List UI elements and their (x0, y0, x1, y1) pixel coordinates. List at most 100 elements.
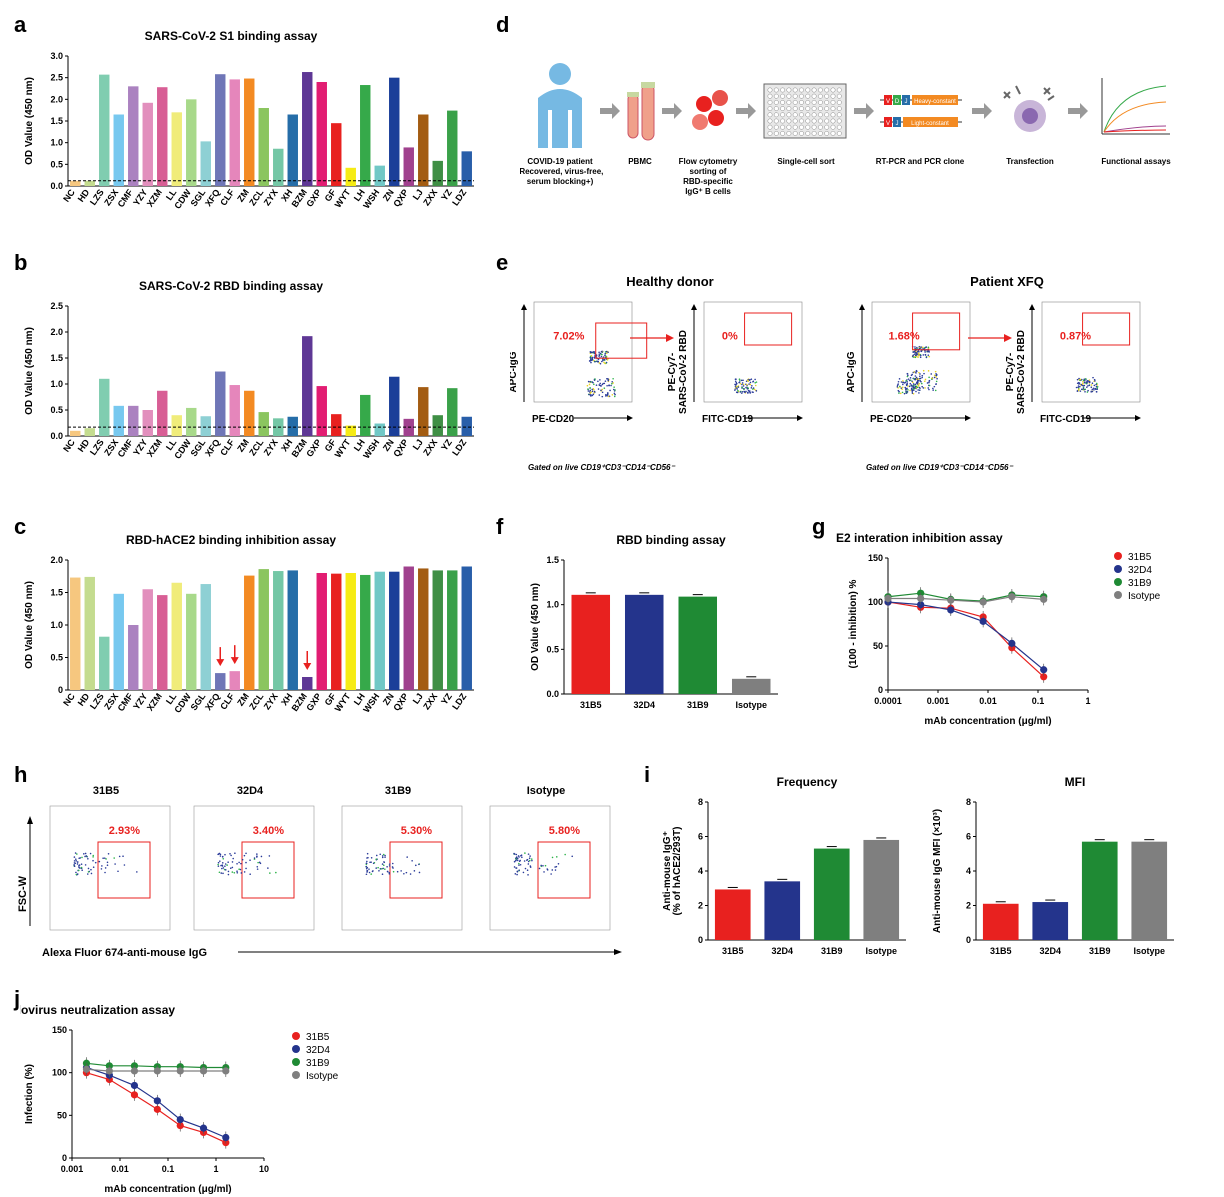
y-axis-label: APC-IgG (510, 351, 519, 392)
flow-dot (381, 863, 384, 865)
flow-dot (1092, 376, 1094, 379)
legend-marker-31B5 (292, 1032, 300, 1040)
plate-well (824, 118, 830, 124)
bar-31B9 (1081, 841, 1118, 940)
flow-dot (591, 358, 594, 361)
flow-dot (381, 855, 384, 857)
gate-box (1082, 312, 1131, 346)
legend-marker-Isotype (292, 1071, 300, 1079)
gate-percentage: 5.80% (549, 825, 580, 837)
flow-dot (529, 855, 531, 857)
flow-dot (113, 857, 115, 859)
bar-XH (287, 570, 298, 690)
flow-dot (735, 386, 737, 389)
flow-dot (905, 384, 908, 387)
flow-dot (928, 384, 931, 387)
y-tick-label: 2.5 (50, 301, 63, 311)
plate-well (836, 87, 842, 93)
patient-title: Patient XFQ (970, 274, 1044, 289)
bar-31B9 (813, 848, 850, 940)
y-axis-label: APC-IgG (846, 351, 857, 392)
flow-dot (75, 873, 78, 876)
flow-dot (365, 873, 368, 876)
flow-dot (76, 861, 79, 863)
flow-dot (923, 347, 926, 349)
flow-dot (920, 380, 922, 383)
bar-YZY (142, 410, 153, 436)
x-tick-label: XFQ (203, 437, 222, 458)
data-point-32D4 (1040, 666, 1048, 674)
plate-well (786, 118, 792, 124)
flow-dot (516, 871, 519, 873)
flow-dot (593, 379, 596, 381)
x-tick-label: BZM (290, 691, 309, 713)
flow-dot (1077, 389, 1080, 392)
plate-well (773, 93, 779, 99)
x-tick-label: BZM (290, 187, 309, 209)
flow-dot (606, 352, 608, 354)
x-axis-label: mAb concentration (μg/ml) (924, 716, 1051, 726)
flow-dot (1079, 378, 1082, 381)
flow-dot (597, 361, 599, 363)
flow-dot (749, 383, 752, 386)
flow-dot (269, 872, 271, 874)
flow-dot (375, 858, 378, 860)
y-tick-label: 1.5 (546, 555, 559, 565)
flow-dot (368, 871, 371, 874)
flow-dot (222, 857, 225, 860)
flow-dot (515, 853, 518, 856)
flow-dot (589, 380, 592, 383)
flow-plot-title: 31B5 (93, 785, 119, 797)
y-tick-label: 0.5 (50, 653, 63, 663)
flow-dot (910, 384, 913, 387)
y-tick-label: 6 (966, 832, 971, 842)
flow-dot (396, 870, 399, 873)
chart-mfi: MFI Anti-mouse IgG MFI (×10³) 0 2 4 6 8 31B5 32D… (932, 775, 1174, 956)
panel-letter-j: j (14, 986, 21, 1011)
bar-LL (171, 112, 182, 186)
flow-plot-frame (871, 301, 971, 403)
plate-well (824, 93, 830, 99)
flow-dot (912, 392, 915, 395)
flow-dot (118, 855, 121, 858)
flow-dot (918, 352, 920, 355)
flow-dot (222, 872, 224, 875)
flow-dot (219, 853, 222, 856)
flow-dot (589, 387, 592, 389)
bar-LDZ (461, 151, 472, 186)
workflow-step-label: Functional assays (1101, 157, 1171, 166)
flow-dot (370, 856, 373, 859)
flow-dot (918, 353, 920, 356)
x-tick-label: WYT (333, 187, 353, 210)
flow-dot (384, 868, 386, 870)
plate-well (805, 93, 811, 99)
flow-dot (217, 861, 220, 864)
plate-well (767, 130, 773, 136)
plate-well (767, 106, 773, 112)
plate-well (780, 112, 786, 118)
flow-dot (1096, 385, 1099, 388)
chart-s1-binding: SARS-CoV-2 S1 binding assay OD Value (450… (24, 29, 474, 211)
legend-marker-31B9 (292, 1058, 300, 1066)
flow-dot (1095, 382, 1098, 385)
bar-ZXX (432, 570, 443, 690)
flow-dot (746, 383, 748, 386)
x-tick-label: ZXX (421, 691, 439, 711)
flow-dot (256, 853, 258, 855)
y-axis-label: Anti-mouse IgG⁺ (662, 831, 673, 911)
flow-dot (897, 389, 900, 392)
flow-dot (924, 351, 926, 353)
bar-XFQ (215, 74, 226, 186)
bar-QXP (403, 566, 414, 690)
bar-XFQ (215, 673, 226, 690)
flow-dot (605, 350, 608, 353)
bar-Isotype (1131, 841, 1168, 940)
flow-dot (601, 360, 603, 363)
bar-BZM (302, 677, 313, 690)
flow-dot (220, 872, 223, 874)
flow-dot (1080, 383, 1083, 386)
flow-dot (593, 392, 595, 394)
flow-dot (571, 855, 574, 858)
y-axis-label: PE-Cy7- (667, 353, 678, 391)
flow-dot (224, 869, 227, 871)
